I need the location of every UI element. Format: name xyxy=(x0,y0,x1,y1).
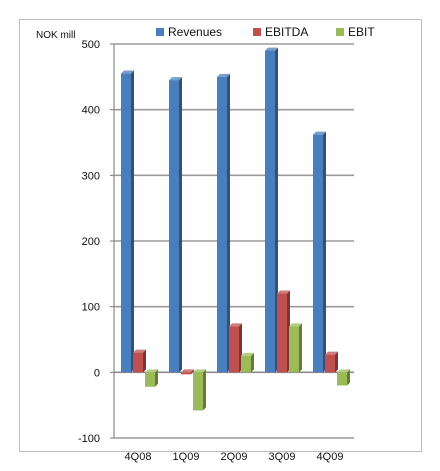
legend-label-ebit: EBIT xyxy=(348,25,375,39)
y-axis-ticks: -100 0 100 200 300 400 500 xyxy=(78,39,100,445)
y-tick-label: 500 xyxy=(82,39,100,51)
unit-label: NOK mill xyxy=(36,30,75,41)
bar-side xyxy=(227,73,230,373)
bar-ebit-3q09 xyxy=(289,326,299,373)
bar-side xyxy=(155,369,158,387)
bar-top xyxy=(337,369,350,373)
bar-top xyxy=(289,323,302,327)
x-tick-label: 4Q08 xyxy=(125,451,152,463)
bar-ebitda-3q09 xyxy=(277,293,287,373)
y-tick-label: 300 xyxy=(82,170,100,182)
bar-top xyxy=(229,323,242,327)
bar-revenues-4q08 xyxy=(121,73,131,373)
bar-revenues-2q09 xyxy=(217,76,227,373)
bar-revenues-4q09 xyxy=(313,134,323,373)
x-tick-label: 1Q09 xyxy=(173,451,200,463)
bar-side xyxy=(251,352,254,373)
x-tick-label: 2Q09 xyxy=(221,451,248,463)
legend-swatch-ebitda xyxy=(253,28,261,36)
bar-revenues-3q09 xyxy=(265,50,275,373)
bar-side xyxy=(275,47,278,373)
bar-side xyxy=(203,369,206,411)
bar-side xyxy=(299,323,302,373)
bar-top xyxy=(133,349,146,353)
y-tick-label: 100 xyxy=(82,302,100,314)
bar-ebit-2q09 xyxy=(241,355,251,373)
bar-top xyxy=(325,351,338,355)
y-tick-label: -100 xyxy=(78,433,100,445)
bar-ebitda-4q09 xyxy=(325,354,335,373)
bar-top xyxy=(169,77,182,81)
bar-ebitda-4q08 xyxy=(133,352,143,373)
bar-top xyxy=(265,47,278,51)
bar-top xyxy=(121,70,134,74)
bar-side xyxy=(131,70,134,373)
y-tick-label: 200 xyxy=(82,236,100,248)
legend-label-revenues: Revenues xyxy=(168,25,222,39)
bar-ebit-1q09 xyxy=(193,372,203,411)
bar-ebitda-2q09 xyxy=(229,326,239,373)
x-tick-label: 3Q09 xyxy=(269,451,296,463)
bar-side xyxy=(347,369,350,386)
bar-side xyxy=(143,349,146,373)
x-tick-label: 4Q09 xyxy=(317,451,344,463)
bar-ebit-4q09 xyxy=(337,372,347,386)
y-tick-label: 0 xyxy=(94,367,100,379)
bar-ebit-4q08 xyxy=(145,372,155,387)
legend-label-ebitda: EBITDA xyxy=(265,25,308,39)
legend-swatch-revenues xyxy=(156,28,164,36)
bar-side xyxy=(323,131,326,373)
chart-frame xyxy=(19,19,422,452)
bar-top xyxy=(277,290,290,294)
bar-top xyxy=(217,73,230,77)
bar-top xyxy=(193,369,206,373)
bar-side xyxy=(191,369,194,375)
legend-swatch-ebit xyxy=(336,28,344,36)
bar-top xyxy=(145,369,158,373)
y-tick-label: 400 xyxy=(82,105,100,117)
bar-top xyxy=(181,369,194,373)
bar-ebitda-1q09 xyxy=(181,372,191,375)
bar-top xyxy=(241,352,254,356)
bar-side xyxy=(335,351,338,373)
bars xyxy=(121,47,350,411)
bar-side xyxy=(179,77,182,373)
legend: Revenues EBITDA EBIT xyxy=(156,25,375,39)
bar-top xyxy=(313,131,326,135)
bar-revenues-1q09 xyxy=(169,80,179,373)
x-axis-ticks: 4Q08 1Q09 2Q09 3Q09 4Q09 xyxy=(125,451,344,463)
